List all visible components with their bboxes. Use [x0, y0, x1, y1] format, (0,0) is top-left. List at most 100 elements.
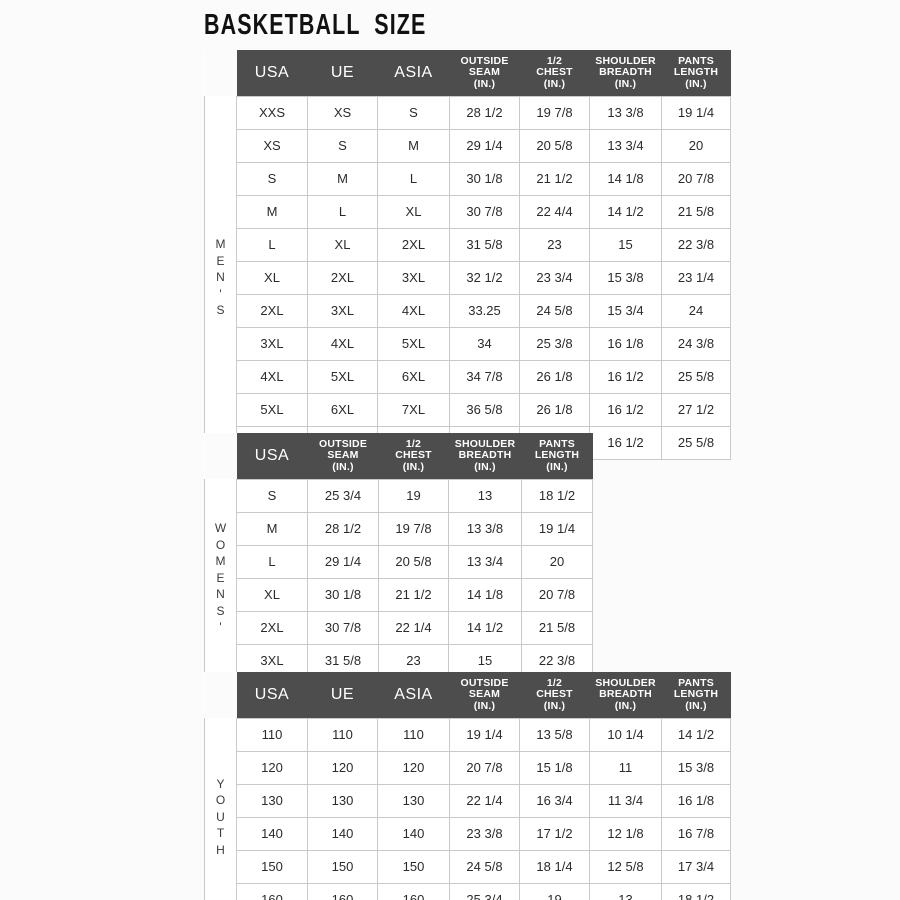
cell: 4XL	[307, 326, 378, 361]
cell: 3XL	[236, 326, 308, 361]
cell: 20 5/8	[378, 544, 449, 579]
cell: 26 1/8	[519, 392, 590, 427]
cell: 150	[377, 849, 450, 884]
cell: 34	[449, 326, 520, 361]
mens-size-table: USA UE ASIA OUTSIDE SEAM (IN.) 1/2 CHEST (IN.) SH…	[204, 50, 731, 460]
cell: 2XL	[307, 260, 378, 295]
cell: 5XL	[377, 326, 450, 361]
column-header-outside-seam-in: OUTSIDE SEAM (IN.)	[449, 672, 520, 718]
mens-table-head: USA UE ASIA OUTSIDE SEAM (IN.) 1/2 CHEST (IN.) SH…	[204, 50, 731, 96]
cell: 21 5/8	[661, 194, 731, 229]
cell: 3XL	[236, 643, 308, 678]
column-header-usa: USA	[236, 672, 308, 718]
mens-table-body: M E N ' S XXS XS S 28 1/2 19 7/8 13 3/8 19 1/4 X…	[204, 95, 731, 460]
table-row: M E N ' S XXS XS S 28 1/2 19 7/8 13 3/8 19 1/4	[204, 95, 731, 459]
cell: 110	[377, 717, 450, 752]
cell: 22 1/4	[449, 783, 520, 818]
cell: XL	[377, 194, 450, 229]
cell: XXS	[236, 95, 308, 130]
cell: 15	[448, 643, 522, 678]
cell: 25 3/8	[519, 326, 590, 361]
cell: 23 1/4	[661, 260, 731, 295]
cell: 14 1/2	[661, 717, 731, 752]
cell: 12 1/8	[589, 816, 662, 851]
table-header-row: USA UE ASIA OUTSIDE SEAM (IN.) 1/2 CHEST (IN.) SH…	[204, 672, 731, 718]
cell: M	[377, 128, 450, 163]
cell: 19 7/8	[378, 511, 449, 546]
column-header-pants-length-in: PANTS LENGTH (IN.)	[521, 433, 593, 479]
table-row: S M L 30 1/8 21 1/2 14 1/8 20 7/8	[205, 161, 731, 196]
cell: 30 7/8	[307, 610, 379, 645]
cell: 15 3/8	[589, 260, 662, 295]
table-row: XL 30 1/8 21 1/2 14 1/8 20 7/8	[205, 577, 593, 612]
cell: 17 3/4	[661, 849, 731, 884]
cell: 32 1/2	[449, 260, 520, 295]
cell: 15 3/8	[661, 750, 731, 785]
cell: XL	[236, 577, 308, 612]
column-header-1-2-chest-in: 1/2 CHEST (IN.)	[519, 672, 590, 718]
cell: 25 5/8	[661, 359, 731, 394]
table-header-row: USA OUTSIDE SEAM (IN.) 1/2 CHEST (IN.) SHOULDER…	[204, 433, 593, 479]
womens-size-table: USA OUTSIDE SEAM (IN.) 1/2 CHEST (IN.) SHOULDER…	[204, 433, 593, 678]
column-header-ue: UE	[307, 672, 378, 718]
cell: 33.25	[449, 293, 520, 328]
header-corner-cell	[204, 433, 237, 479]
cell: 17 1/2	[519, 816, 590, 851]
cell: 120	[236, 750, 308, 785]
table-row: 3XL 31 5/8 23 15 22 3/8	[205, 643, 593, 678]
cell: XS	[307, 95, 378, 130]
cell: 29 1/4	[449, 128, 520, 163]
cell: 160	[377, 882, 450, 900]
cell: 4XL	[377, 293, 450, 328]
table-row: M 28 1/2 19 7/8 13 3/8 19 1/4	[205, 511, 593, 546]
page-title: BASKETBALL SIZE	[204, 9, 427, 41]
cell: 5XL	[307, 359, 378, 394]
cell: 19 1/4	[661, 95, 731, 130]
cell: 22 1/4	[378, 610, 449, 645]
cell: 160	[236, 882, 308, 900]
cell: S	[236, 161, 308, 196]
row-group-label-text: M E N ' S	[215, 237, 226, 318]
cell: 2XL	[236, 293, 308, 328]
youth-table-head: USA UE ASIA OUTSIDE SEAM (IN.) 1/2 CHEST (IN.) SH…	[204, 672, 731, 718]
cell: XL	[307, 227, 378, 262]
cell: 20 7/8	[521, 577, 593, 612]
cell: S	[307, 128, 378, 163]
column-header-usa: USA	[236, 433, 308, 479]
youth-table-body: Y O U T H 110 110 110 19 1/4 13 5/8 10 1/4 14 1…	[204, 717, 731, 900]
cell: 24 5/8	[519, 293, 590, 328]
cell: 19 7/8	[519, 95, 590, 130]
cell: 16 3/4	[519, 783, 590, 818]
cell: L	[236, 227, 308, 262]
cell: 11	[589, 750, 662, 785]
cell: 30 1/8	[449, 161, 520, 196]
cell: 23 3/8	[449, 816, 520, 851]
cell: L	[377, 161, 450, 196]
cell: 24 3/8	[661, 326, 731, 361]
cell: 12 5/8	[589, 849, 662, 884]
cell: 130	[377, 783, 450, 818]
column-header-shoulder-breadth-in: SHOULDER BREADTH (IN.)	[589, 50, 662, 96]
cell: 110	[307, 717, 378, 752]
cell: 4XL	[236, 359, 308, 394]
column-header-1-2-chest-in: 1/2 CHEST (IN.)	[378, 433, 449, 479]
cell: L	[236, 544, 308, 579]
cell: 18 1/4	[519, 849, 590, 884]
womens-table-head: USA OUTSIDE SEAM (IN.) 1/2 CHEST (IN.) SHOULDER…	[204, 433, 593, 479]
cell: 31 5/8	[307, 643, 379, 678]
column-header-pants-length-in: PANTS LENGTH (IN.)	[661, 50, 731, 96]
cell: 25 3/4	[449, 882, 520, 900]
cell: 3XL	[307, 293, 378, 328]
cell: 19	[378, 478, 449, 513]
column-header-ue: UE	[307, 50, 378, 96]
cell: 25 5/8	[661, 425, 731, 460]
cell: 19 1/4	[449, 717, 520, 752]
cell: 5XL	[236, 392, 308, 427]
cell: 21 1/2	[519, 161, 590, 196]
table-row: 2XL 30 7/8 22 1/4 14 1/2 21 5/8	[205, 610, 593, 645]
cell: 20	[661, 128, 731, 163]
cell: 14 1/8	[448, 577, 522, 612]
cell: 13 3/4	[589, 128, 662, 163]
cell: 13 5/8	[519, 717, 590, 752]
column-header-usa: USA	[236, 50, 308, 96]
